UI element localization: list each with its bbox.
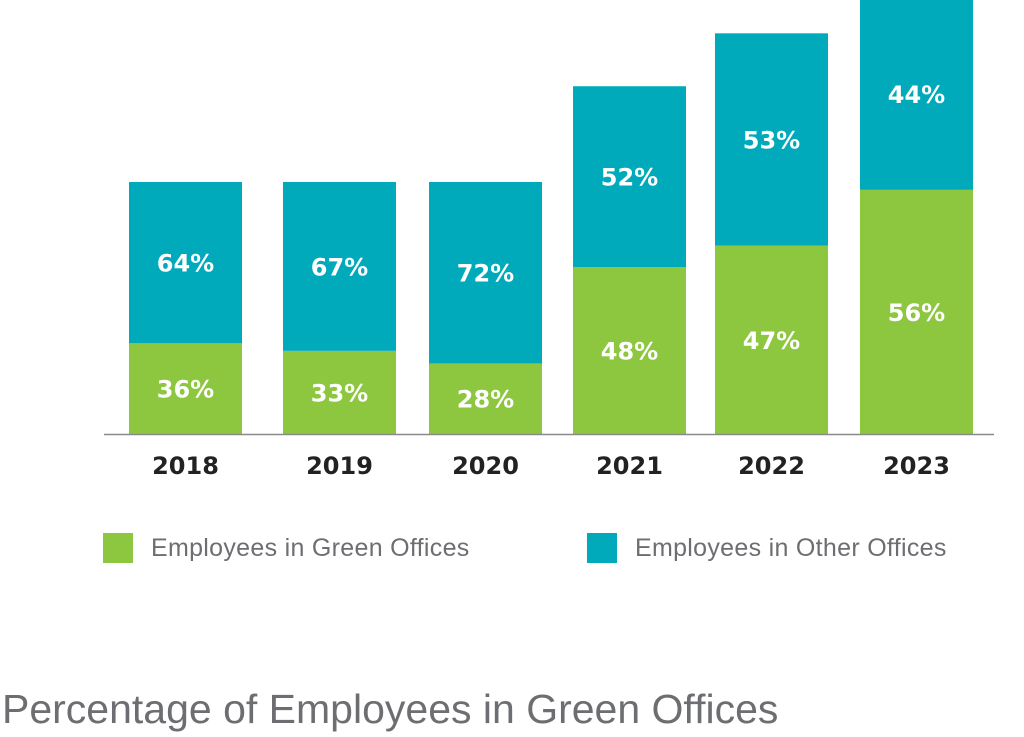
x-tick-label: 2020 (452, 452, 519, 480)
legend-item-green: Employees in Green Offices (103, 533, 470, 563)
bar-green-2019 (283, 350, 396, 434)
bar-other-2022 (715, 33, 828, 246)
data-label: 67% (311, 253, 368, 281)
data-label: 56% (888, 299, 945, 327)
bar-green-2018 (129, 343, 242, 434)
data-label: 72% (457, 260, 514, 288)
x-tick-label: 2019 (306, 452, 373, 480)
bar-other-2023 (860, 0, 973, 190)
bar-other-2018 (129, 182, 242, 344)
bar-other-2020 (429, 182, 542, 364)
data-label: 47% (743, 327, 800, 355)
data-label: 48% (601, 338, 658, 366)
bar-green-2020 (429, 363, 542, 434)
bar-green-2022 (715, 245, 828, 434)
x-tick-label: 2018 (152, 452, 219, 480)
data-label: 53% (743, 127, 800, 155)
legend-label-other: Employees in Other Offices (635, 533, 947, 562)
bar-other-2019 (283, 182, 396, 351)
x-tick-label: 2021 (596, 452, 663, 480)
legend-label-green: Employees in Green Offices (151, 533, 470, 562)
data-label: 44% (888, 81, 945, 109)
legend-item-other: Employees in Other Offices (587, 533, 947, 563)
chart-title: Percentage of Employees in Green Offices (2, 686, 779, 732)
bar-other-2021 (573, 86, 686, 268)
data-label: 64% (157, 250, 214, 278)
legend-swatch-green (103, 533, 133, 563)
x-tick-label: 2022 (738, 452, 805, 480)
bar-green-2021 (573, 267, 686, 434)
bar-green-2023 (860, 189, 973, 434)
data-label: 52% (601, 164, 658, 192)
data-label: 28% (457, 386, 514, 414)
legend-swatch-other (587, 533, 617, 563)
data-label: 33% (311, 379, 368, 407)
x-tick-label: 2023 (883, 452, 950, 480)
stacked-bar-chart: 36% 64% 33% 67% 28% 72% 48% 52% 47% 53% 56% 44% 201… (104, 0, 994, 480)
data-label: 36% (157, 376, 214, 404)
